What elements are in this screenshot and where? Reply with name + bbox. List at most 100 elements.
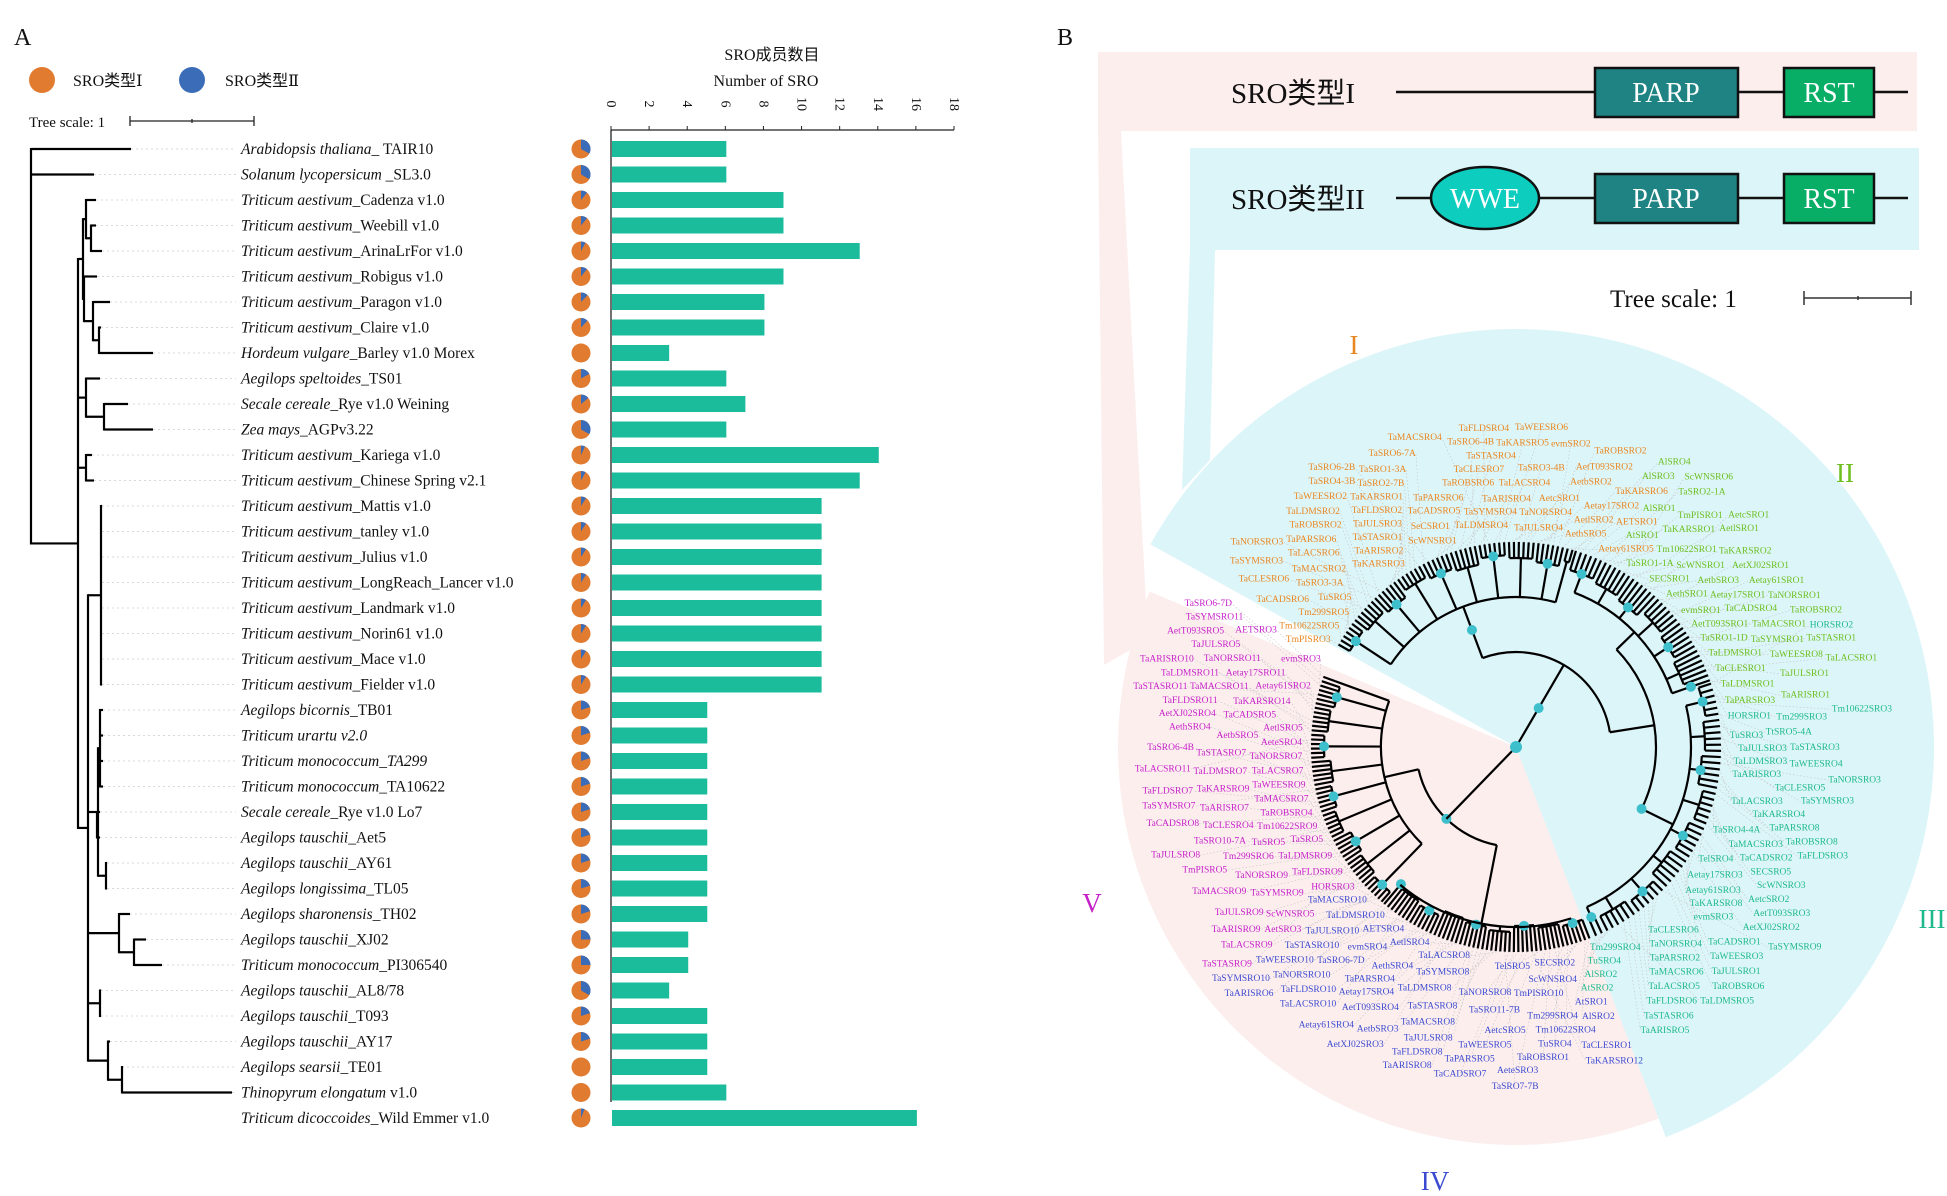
assembly-name: _Barley v1.0 Morex xyxy=(349,345,476,362)
leaf-label: TaCADSRO7 xyxy=(1434,1069,1487,1079)
leaf-branch xyxy=(1704,731,1721,735)
species-name: Triticum aestivum xyxy=(241,626,353,643)
leaf-branch xyxy=(1463,922,1472,946)
leaf-label: TaKARSRO5 xyxy=(1496,438,1549,448)
leaf-branch xyxy=(1643,598,1660,615)
leaf-leader xyxy=(1493,483,1525,544)
leaf-label: TaPARSRO3 xyxy=(1725,696,1775,706)
leaf-branch xyxy=(1342,845,1360,858)
leaf-label: Tm10622SRO4 xyxy=(1536,1026,1596,1036)
leaf-label: TaLACSRO5 xyxy=(1648,982,1700,992)
leaf-branch xyxy=(1703,718,1720,724)
leaf-label: AethSRO4 xyxy=(1372,961,1414,971)
leaf-branch xyxy=(1587,557,1598,578)
leaf-label: HORSRO1 xyxy=(1728,711,1772,721)
tree-branch xyxy=(1355,814,1401,843)
leaf-label: TaARISRO8 xyxy=(1383,1061,1432,1071)
leaf-label: TaKARSRO4 xyxy=(1752,810,1805,820)
clade-label-iii: III xyxy=(1919,904,1946,934)
species-label: Aegilops tauschii_T093 xyxy=(240,1008,389,1025)
leaf-leader xyxy=(1513,512,1546,543)
leaf-label: TaCLESRO1 xyxy=(1581,1041,1632,1051)
leaf-branch xyxy=(1337,643,1351,652)
leaf-branch xyxy=(1418,565,1427,579)
leaf-leader xyxy=(1450,483,1469,553)
leaf-label: TaWEESRO5 xyxy=(1458,1041,1511,1051)
bootstrap-node xyxy=(1350,836,1361,847)
leaf-leader xyxy=(1580,462,1659,553)
species-label: Triticum aestivum_Claire v1.0 xyxy=(241,320,429,337)
leaf-branch xyxy=(1319,801,1336,809)
species-label: Secale cereale_Rye v1.0 Weining xyxy=(241,396,449,413)
leaf-label: TaROBSRO2 xyxy=(1790,606,1842,616)
leaf-label: TaNORSRO3 xyxy=(1231,537,1284,547)
leaf-leader xyxy=(1585,508,1643,555)
legend: SRO类型Ⅰ SRO类型Ⅱ xyxy=(29,67,299,93)
leaf-branch xyxy=(1704,737,1721,741)
leaf-label: TaNORSRO8 xyxy=(1459,988,1512,998)
x-tick-label: 10 xyxy=(794,97,809,111)
assembly-name: _Julius v1.0 xyxy=(352,549,428,566)
leaf-branch xyxy=(1698,782,1718,789)
species-name: Aegilops tauschii xyxy=(240,830,348,847)
leaf-leader xyxy=(1452,948,1478,1039)
leaf-leader xyxy=(1682,623,1752,629)
leaf-label: evmSRO3 xyxy=(1281,655,1321,665)
species-name: Thinopyrum elongatum xyxy=(241,1085,386,1102)
leaf-label: TaNORSRO7 xyxy=(1250,752,1303,762)
pie-type-ii xyxy=(581,853,591,863)
leaf-label: TaCADSRO2 xyxy=(1740,853,1793,863)
assembly-name: _TS01 xyxy=(360,371,402,388)
leaf-branch xyxy=(1358,867,1373,880)
chart-title: SRO成员数目 xyxy=(724,46,819,64)
leaf-leader xyxy=(1393,941,1452,993)
leaf-leader xyxy=(1567,548,1599,550)
leaf-label: TaARISRO5 xyxy=(1640,1026,1689,1036)
leaf-leader xyxy=(1658,595,1710,600)
leaf-leader xyxy=(1605,529,1663,564)
leaf-label: AlSRO1 xyxy=(1643,504,1676,514)
pie-type-ii xyxy=(581,1108,585,1118)
bar xyxy=(612,702,708,718)
leaf-label: TaARISRO1 xyxy=(1781,691,1830,701)
bar xyxy=(612,345,670,361)
bootstrap-node xyxy=(1623,602,1634,613)
leaf-leader xyxy=(1706,657,1826,671)
x-tick-label: 14 xyxy=(870,97,885,111)
species-name: Triticum aestivum xyxy=(241,651,353,668)
leaf-branch xyxy=(1669,850,1687,863)
leaf-leader xyxy=(1287,871,1354,877)
leaf-branch xyxy=(1377,888,1388,900)
leaf-label: TelSRO4 xyxy=(1698,854,1733,864)
leaf-leader xyxy=(1454,949,1483,1023)
leaf-leader xyxy=(1289,579,1365,609)
leaf-leader xyxy=(1469,951,1501,957)
leaf-branch xyxy=(1697,806,1711,813)
leaf-label: TaJULSRO1 xyxy=(1780,669,1829,679)
leaf-leader xyxy=(1679,595,1769,624)
leaf-branch xyxy=(1604,913,1614,929)
rst-domain-label: RST xyxy=(1803,184,1854,215)
leaf-branch xyxy=(1314,780,1334,787)
pie-type-ii xyxy=(581,828,591,838)
leaf-label: TaLACSRO8 xyxy=(1418,951,1470,961)
leaf-branch xyxy=(1478,545,1483,559)
bar xyxy=(612,625,822,642)
leaf-label: TaSRO2-1A xyxy=(1678,487,1726,497)
leaf-label: evmSRO3 xyxy=(1694,912,1734,922)
tree-branch xyxy=(1540,563,1549,600)
x-tick-label: 6 xyxy=(717,101,732,108)
bootstrap-node xyxy=(1677,830,1688,841)
leaf-label: Aetay61SRO2 xyxy=(1255,681,1311,691)
leaf-branch xyxy=(1422,563,1432,579)
leaf-leader xyxy=(1574,938,1590,1003)
leaf-label: TaARISRO6 xyxy=(1225,989,1274,999)
species-name: Triticum aestivum xyxy=(241,549,353,566)
bootstrap-node xyxy=(1637,886,1648,897)
leaf-branch xyxy=(1351,623,1364,633)
leaf-branch xyxy=(1577,920,1587,941)
leaf-label: TaKARSRO1 xyxy=(1350,493,1403,503)
legend-type-ii-swatch xyxy=(179,67,205,93)
leaf-label: TaNORSRO9 xyxy=(1235,871,1288,881)
bar xyxy=(612,753,708,769)
